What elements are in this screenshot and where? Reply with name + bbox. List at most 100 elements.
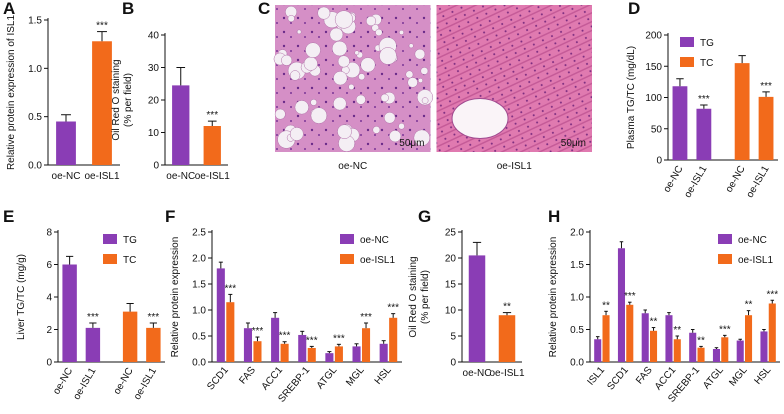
error-bar [354, 343, 359, 347]
lipid-droplet [310, 107, 328, 124]
x-tick-label: HSL [373, 365, 394, 387]
y-tick-label: 0.0 [570, 358, 584, 369]
y-tick-label: 6 [46, 260, 52, 271]
significance: *** [252, 326, 264, 337]
y-tick-label: 0.0 [192, 358, 206, 369]
error-bar [89, 322, 97, 328]
bar [697, 347, 705, 362]
y-axis-label: Oil Red O staining [408, 256, 419, 337]
legend-swatch [103, 254, 117, 264]
y-tick-label: 0 [153, 161, 159, 172]
lipid-droplet [333, 71, 348, 86]
y-tick-label: 2.0 [570, 228, 584, 239]
y-tick-label: 150 [645, 62, 662, 73]
y-axis-label: Relative protein expression of ISL1 [6, 15, 17, 171]
panel-letter: C [258, 0, 270, 18]
bar [665, 315, 673, 362]
x-tick-label: HSL [752, 365, 773, 387]
error-bar [738, 338, 742, 341]
legend-label: oe-NC [360, 235, 389, 246]
scale-bar-label: 50μm [561, 138, 586, 149]
significance: *** [698, 94, 710, 105]
x-tick-label: ATGL [315, 365, 340, 392]
x-tick-label: ATGL [701, 365, 726, 392]
panel-letter: G [418, 207, 431, 226]
legend-label: oe-ISL1 [360, 255, 395, 266]
bar [758, 96, 774, 160]
significance: *** [148, 312, 160, 323]
lipid-droplet [380, 93, 389, 102]
scale-bar-label: 50μm [399, 138, 424, 149]
lipid-droplet [358, 73, 366, 81]
lipid-droplet [355, 94, 366, 105]
lipid-droplet [398, 122, 405, 130]
x-tick-label: oe-NC [724, 164, 748, 195]
legend-label: TC [123, 255, 136, 266]
error-bar [770, 299, 775, 304]
bar [253, 341, 262, 362]
significance: *** [766, 289, 778, 300]
y-tick-label: 1.5 [570, 260, 584, 271]
error-bar [714, 347, 719, 349]
x-tick-label: oe-ISL1 [71, 366, 98, 402]
panel-letter: H [548, 207, 560, 226]
error-bar [502, 312, 512, 316]
legend-label: oe-ISL1 [738, 255, 773, 266]
lipid-droplet [405, 70, 414, 79]
y-axis-label: Liver TG/TC (mg/g) [16, 254, 27, 340]
bar [389, 317, 398, 362]
y-tick-label: 1.5 [192, 280, 206, 291]
y-tick-label: 2.0 [192, 254, 206, 265]
bar [271, 317, 280, 362]
significance: *** [87, 312, 99, 323]
x-tick-label: oe-NC [52, 171, 81, 182]
x-tick-label: MGL [727, 365, 750, 389]
bar [216, 268, 225, 362]
bar [379, 343, 388, 362]
x-tick-label: oe-NC [112, 366, 136, 397]
lipid-droplet [365, 15, 377, 27]
error-bar [699, 345, 703, 348]
x-tick-label: ACC1 [260, 365, 286, 393]
lipid-droplet [296, 29, 302, 35]
x-tick-label: MGL [344, 365, 367, 389]
lipid-droplet [421, 97, 429, 104]
significance: ** [602, 300, 610, 311]
significance: *** [279, 331, 291, 342]
error-bar [273, 312, 278, 318]
legend-label: TG [700, 38, 714, 49]
y-tick-label: 1.5 [28, 16, 42, 27]
bar [334, 346, 343, 362]
bar [721, 337, 729, 362]
error-bar [218, 261, 223, 269]
error-bar [595, 336, 600, 340]
y-tick-label: 8 [46, 228, 52, 239]
error-bar [245, 322, 250, 329]
lipid-droplet [317, 6, 331, 20]
bar [56, 121, 76, 165]
y-tick-label: 1.0 [192, 306, 206, 317]
bar [768, 303, 776, 362]
significance: *** [333, 333, 345, 344]
y-tick-label: 30 [148, 63, 160, 74]
lipid-droplet [289, 127, 304, 141]
bar [672, 86, 688, 160]
error-bar [651, 327, 656, 331]
significance: ** [673, 325, 681, 336]
error-bar [149, 322, 157, 328]
panel-letter: E [3, 207, 14, 226]
error-bar [300, 330, 305, 335]
x-tick-label: oe-NC [51, 366, 75, 397]
error-bar [381, 340, 386, 344]
y-tick-label: 10 [148, 128, 160, 139]
x-tick-label: oe-ISL1 [489, 368, 524, 379]
lipid-droplet [414, 48, 426, 60]
lipid-droplet [310, 99, 318, 106]
error-bar [66, 255, 74, 265]
bar [673, 339, 681, 362]
lipid-droplet [281, 54, 293, 66]
y-axis-label: Plasma TG/TC (mg/dL) [626, 46, 637, 149]
y-tick-label: 0 [46, 358, 52, 369]
significance: *** [624, 291, 636, 302]
y-tick-label: 4 [46, 293, 52, 304]
